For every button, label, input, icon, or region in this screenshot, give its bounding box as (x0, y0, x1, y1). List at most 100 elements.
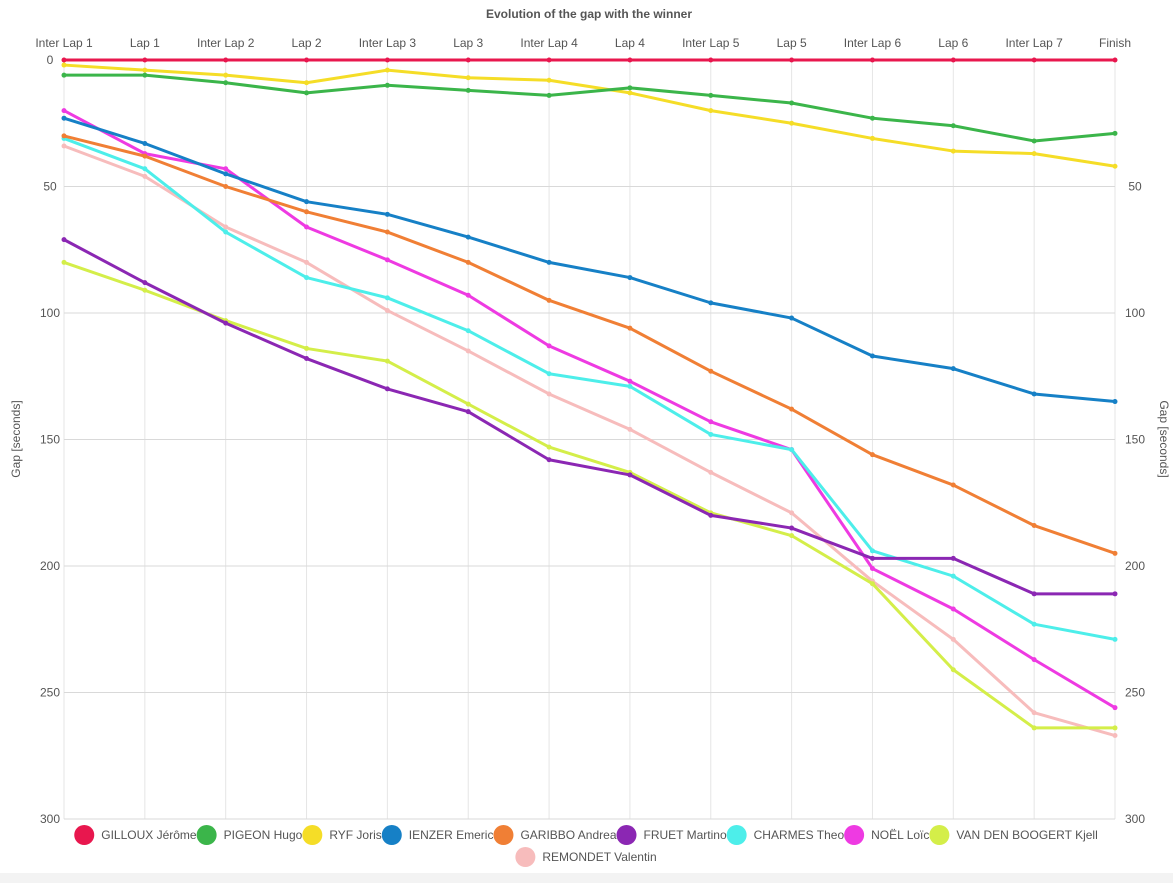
legend-swatch (302, 825, 323, 845)
y-tick-label-left: 50 (43, 180, 57, 194)
series-line-noel-loic (63, 109, 1116, 709)
data-point (142, 287, 148, 293)
data-point (789, 406, 795, 412)
data-point (1031, 138, 1037, 144)
x-tick-label: Lap 3 (453, 36, 483, 50)
data-point (1112, 591, 1118, 597)
data-point (869, 566, 875, 572)
data-point (546, 297, 552, 303)
data-point (546, 343, 552, 349)
data-point (1112, 130, 1118, 136)
data-point (223, 320, 229, 326)
data-point (546, 444, 552, 450)
legend-item: GILLOUX Jérôme (74, 825, 197, 845)
data-point (465, 57, 471, 63)
x-tick-label: Lap 1 (130, 36, 160, 50)
data-point (304, 199, 310, 205)
x-tick-label: Lap 4 (615, 36, 645, 50)
legend: GILLOUX Jérôme PIGEON Hugo RYF Joris IENZER… (74, 825, 1098, 867)
data-point (384, 211, 390, 217)
x-tick-label: Inter Lap 6 (844, 36, 902, 50)
data-point (869, 115, 875, 121)
data-point (384, 295, 390, 301)
data-point (789, 120, 795, 126)
data-point (950, 606, 956, 612)
x-tick-label: Lap 5 (777, 36, 807, 50)
data-point (142, 67, 148, 73)
data-point (869, 135, 875, 141)
legend-item: NOËL Loïc (844, 825, 929, 845)
y-tick-label-left: 150 (40, 433, 60, 447)
data-point (789, 57, 795, 63)
data-point (1031, 725, 1037, 731)
data-point (1112, 636, 1118, 642)
data-point (950, 57, 956, 63)
data-point (1112, 57, 1118, 63)
data-point (384, 257, 390, 263)
data-point (223, 184, 229, 189)
data-point (708, 419, 714, 425)
data-point (304, 345, 310, 351)
x-tick-label: Finish (1099, 36, 1131, 50)
data-point (627, 325, 633, 331)
series-line-pigeon-hugo (64, 73, 1116, 143)
data-point (950, 123, 956, 129)
data-point (708, 57, 714, 63)
data-point (61, 108, 67, 114)
data-point (384, 386, 390, 392)
legend-swatch (74, 825, 95, 845)
series-layer (61, 57, 1118, 739)
data-point (627, 85, 633, 91)
x-tick-label: Inter Lap 4 (520, 36, 578, 50)
data-point (708, 108, 714, 114)
series-line-remondet-valentin (63, 144, 1116, 737)
data-point (708, 92, 714, 98)
data-point (304, 356, 310, 362)
series-charmes-theo (61, 135, 1118, 642)
data-point (223, 57, 229, 63)
data-point (465, 75, 471, 81)
legend-label: REMONDET Valentin (542, 850, 656, 864)
y-tick-label-left: 0 (47, 53, 54, 67)
data-point (1031, 523, 1037, 529)
data-point (465, 348, 471, 354)
data-point (465, 328, 471, 334)
legend-swatch (493, 825, 514, 845)
data-point (61, 237, 67, 243)
series-noel-loic (61, 108, 1118, 711)
data-point (950, 555, 956, 561)
legend-swatch (929, 825, 950, 845)
legend-item: CHARMES Theo (726, 825, 844, 845)
legend-swatch (726, 825, 747, 845)
x-tick-label: Inter Lap 7 (1005, 36, 1063, 50)
data-point (465, 234, 471, 240)
series-fruet-martino (61, 237, 1118, 597)
series-remondet-valentin (61, 143, 1118, 739)
data-point (142, 57, 148, 63)
data-point (950, 148, 956, 154)
data-point (304, 209, 310, 215)
data-point (708, 512, 714, 518)
data-point (1112, 725, 1118, 731)
y-tick-label-right: 250 (1125, 686, 1145, 700)
data-point (546, 371, 552, 377)
legend-swatch (515, 847, 536, 867)
legend-label: VAN DEN BOOGERT Kjell (956, 828, 1097, 842)
series-line-van-den-boogert-kjell (63, 260, 1115, 730)
data-point (950, 573, 956, 579)
legend-item: VAN DEN BOOGERT Kjell (929, 825, 1098, 845)
data-point (1031, 591, 1037, 597)
series-line-fruet-martino (63, 238, 1115, 596)
data-point (384, 358, 390, 364)
data-point (465, 259, 471, 265)
y-axis-left-ticks: 0 50 100 150 200 250 300 (40, 53, 60, 826)
legend-swatch (844, 825, 865, 845)
data-point (950, 667, 956, 673)
chart-title: Evolution of the gap with the winner (486, 7, 692, 21)
data-point (708, 300, 714, 306)
data-point (1112, 399, 1118, 405)
legend-swatch (196, 825, 217, 845)
data-point (384, 57, 390, 63)
